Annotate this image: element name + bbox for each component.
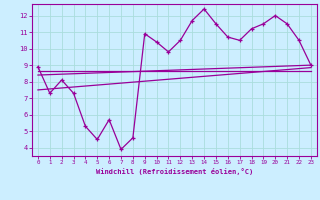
X-axis label: Windchill (Refroidissement éolien,°C): Windchill (Refroidissement éolien,°C) <box>96 168 253 175</box>
